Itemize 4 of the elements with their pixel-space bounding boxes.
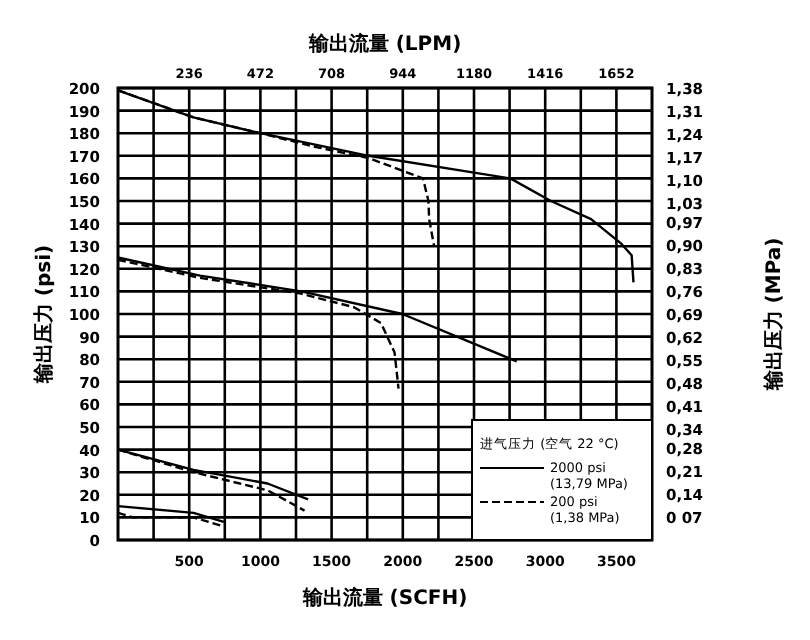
- y2-axis-title: 输出压力 (MPa): [762, 237, 786, 393]
- y-axis-title: 输出压力 (psi): [32, 244, 56, 386]
- x2-axis-title: 输出流量 (LPM): [306, 32, 462, 56]
- x-axis-title: 输出流量 (SCFH): [300, 586, 468, 610]
